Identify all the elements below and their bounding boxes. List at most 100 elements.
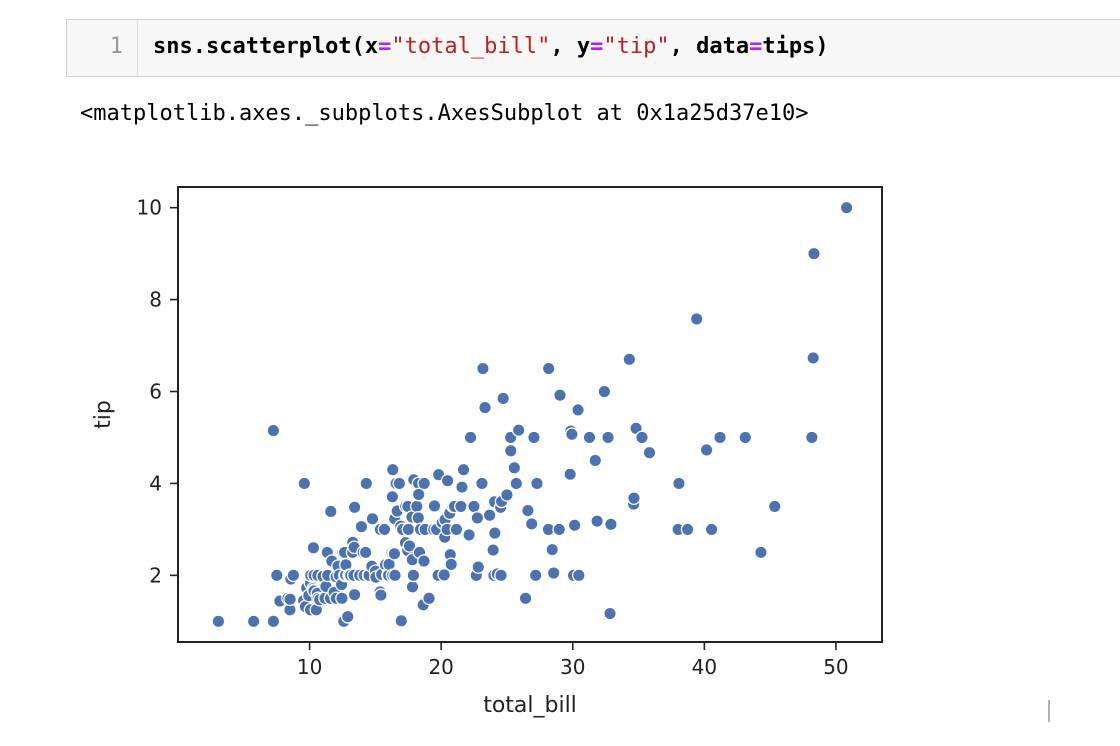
data-point	[767, 499, 782, 514]
data-point	[503, 443, 518, 458]
data-point	[524, 517, 539, 531]
data-point	[482, 508, 497, 523]
code-fn: sns.scatterplot(	[153, 34, 365, 59]
data-point	[622, 352, 637, 367]
data-point	[475, 476, 489, 491]
data-point	[286, 568, 301, 583]
data-point	[385, 462, 400, 477]
data-point	[365, 511, 380, 526]
data-point	[417, 554, 431, 568]
data-point	[427, 499, 442, 513]
code-y-kw: y	[576, 34, 591, 59]
data-point	[518, 591, 533, 606]
data-point	[440, 473, 455, 488]
plot-frame	[177, 186, 883, 643]
data-point	[323, 504, 338, 519]
data-point	[463, 430, 478, 445]
data-point	[266, 614, 281, 629]
code-sep: ,	[669, 34, 697, 59]
data-point	[409, 499, 424, 514]
data-point	[807, 246, 821, 261]
data-point	[422, 591, 436, 606]
code-data-kw: data	[696, 34, 750, 59]
y-tick-label: 8	[149, 288, 162, 312]
data-point	[297, 476, 312, 491]
data-point	[564, 427, 579, 442]
x-tick-label: 40	[692, 655, 717, 679]
data-point	[545, 542, 560, 557]
y-axis-label: tip	[91, 400, 116, 429]
data-point	[699, 443, 714, 457]
data-point	[347, 500, 362, 515]
data-point	[521, 503, 535, 518]
data-point	[402, 539, 417, 553]
data-point	[713, 430, 727, 445]
data-point	[805, 430, 819, 445]
data-point	[335, 591, 349, 606]
data-point	[467, 499, 481, 514]
data-point	[306, 540, 321, 555]
code-line[interactable]: sns.scatterplot(x="total_bill", y="tip",…	[153, 34, 829, 59]
code-cell[interactable]: 1 sns.scatterplot(x="total_bill", y="tip…	[66, 19, 1120, 77]
data-point	[563, 467, 577, 482]
data-point	[496, 391, 511, 406]
data-point	[359, 476, 374, 491]
data-point	[571, 403, 585, 417]
line-number: 1	[109, 34, 123, 59]
y-tick-label: 6	[149, 380, 162, 404]
data-point	[507, 460, 522, 475]
scatter-plot: 10 20 30 40 50 2 4 6 8 10 total_bill tip	[91, 186, 883, 718]
data-point	[454, 499, 468, 514]
data-point	[494, 568, 508, 583]
data-point	[405, 579, 420, 594]
data-point	[604, 517, 618, 532]
data-point	[571, 568, 586, 583]
data-point	[552, 522, 567, 537]
line-number-gutter: 1	[67, 20, 138, 76]
data-point	[437, 568, 452, 582]
data-point	[541, 361, 556, 376]
code-x-kw: x	[364, 34, 379, 59]
data-point	[283, 592, 297, 607]
data-point	[597, 384, 612, 399]
data-point	[509, 476, 524, 491]
data-point	[406, 568, 421, 583]
data-point	[754, 545, 768, 560]
text-cursor	[1048, 700, 1050, 722]
data-point	[401, 522, 416, 537]
data-point	[411, 511, 426, 525]
data-point	[377, 522, 392, 537]
data-point	[340, 609, 355, 624]
data-point	[642, 445, 657, 460]
data-point	[387, 546, 402, 561]
y-tick-label: 10	[137, 196, 162, 220]
code-sep: ,	[550, 34, 577, 59]
data-point	[471, 560, 486, 574]
data-point	[394, 614, 409, 628]
data-point	[417, 476, 432, 491]
x-axis-label: total_bill	[483, 693, 577, 718]
data-point	[411, 487, 426, 502]
data-point	[500, 488, 514, 502]
x-tick-label: 30	[560, 655, 585, 679]
data-point	[358, 545, 373, 560]
code-eq: =	[378, 34, 392, 59]
data-point	[456, 462, 471, 477]
code-eq: =	[590, 34, 604, 59]
data-point	[266, 423, 281, 438]
data-point	[546, 566, 561, 580]
data-point	[553, 388, 567, 403]
data-point	[567, 518, 582, 533]
data-point	[269, 568, 284, 583]
data-point	[601, 430, 615, 445]
data-point	[374, 588, 388, 602]
data-point	[528, 568, 543, 583]
data-point	[588, 453, 603, 468]
data-point	[385, 489, 400, 504]
data-point	[806, 351, 821, 365]
data-point	[488, 526, 502, 540]
x-tick-label: 20	[428, 655, 453, 679]
data-point	[627, 491, 641, 505]
data-point	[455, 480, 469, 494]
data-point	[462, 528, 476, 542]
